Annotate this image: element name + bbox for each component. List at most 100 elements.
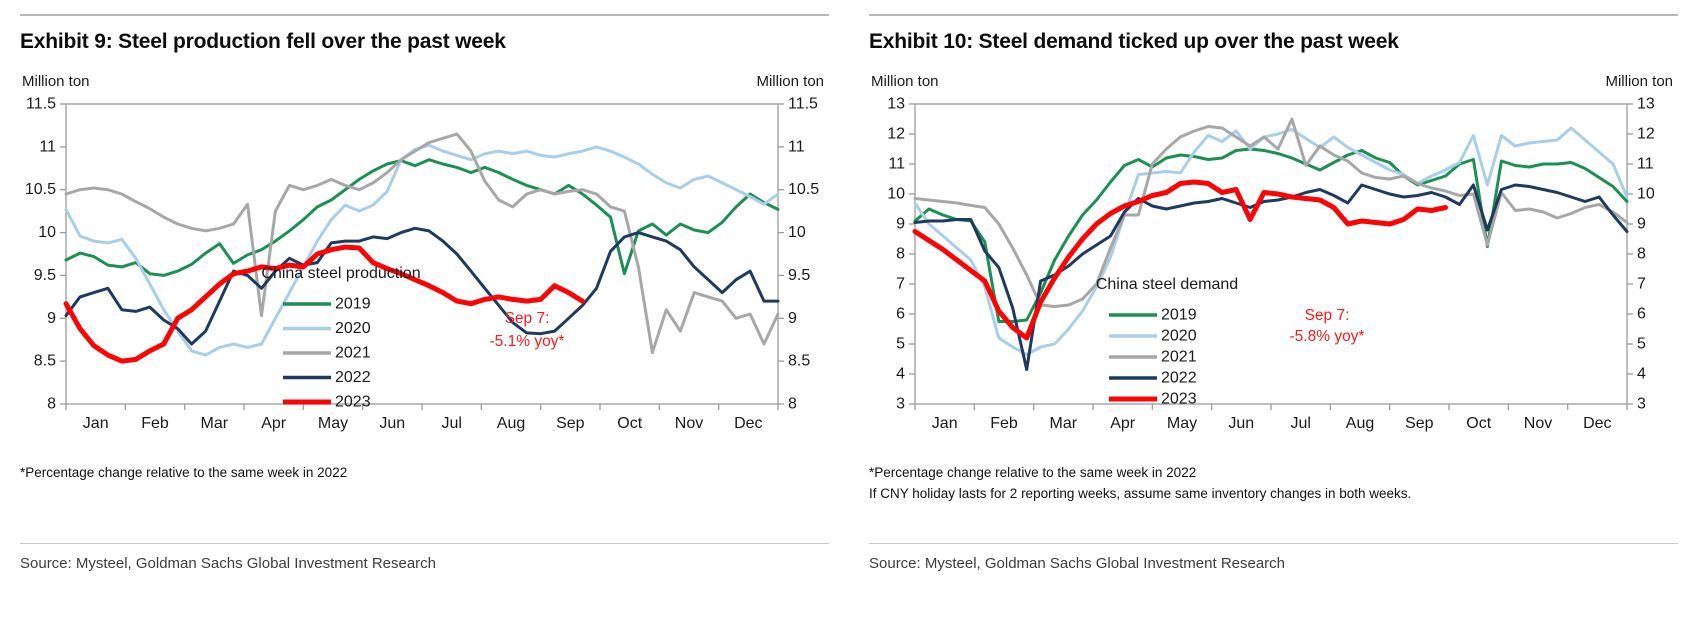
svg-text:9.5: 9.5	[34, 267, 56, 284]
svg-text:6: 6	[1637, 306, 1646, 323]
x-axis-ticks: Jan Feb Mar Apr May Jun Jul Aug Sep Oct Nov Dec	[914, 404, 1628, 432]
svg-text:10: 10	[1637, 186, 1655, 203]
x-axis-ticks: Jan Feb Mar Apr May Jun Jul Aug Sep Oct Nov Dec	[65, 404, 779, 432]
svg-text:8.5: 8.5	[788, 353, 810, 370]
svg-text:8: 8	[896, 246, 905, 263]
svg-text:Aug: Aug	[1346, 415, 1374, 432]
legend-label-2022: 2022	[335, 369, 371, 386]
svg-text:12: 12	[1637, 126, 1655, 143]
exhibit-9-bottom: Source: Mysteel, Goldman Sachs Global In…	[20, 543, 829, 572]
exhibit-9-panel: Exhibit 9: Steel production fell over th…	[20, 14, 829, 572]
svg-text:9: 9	[1637, 216, 1646, 233]
svg-text:5: 5	[896, 336, 905, 353]
svg-text:Jan: Jan	[932, 415, 958, 432]
source-text: Source: Mysteel, Goldman Sachs Global In…	[20, 555, 437, 572]
panel-top-rule	[20, 14, 829, 16]
exhibit-10-title: Exhibit 10: Steel demand ticked up over …	[869, 30, 1399, 53]
legend-label-2021: 2021	[1161, 349, 1197, 366]
svg-text:8: 8	[47, 396, 56, 413]
panel-top-rule	[869, 14, 1678, 16]
svg-text:Nov: Nov	[675, 415, 703, 432]
svg-text:11: 11	[888, 156, 905, 173]
svg-text:Sep 7:: Sep 7:	[505, 310, 550, 327]
y-axis-ticks: 8 8 8.5 8.5 9 9 9.5 9.5 10 10 10.5 10.5 11 11 11.5 11.5	[25, 96, 819, 413]
footnote-line: *Percentage change relative to the same …	[869, 465, 1197, 480]
svg-text:Dec: Dec	[1583, 415, 1611, 432]
y-axis-unit-right: Million ton	[756, 73, 824, 90]
svg-text:Jun: Jun	[1228, 415, 1254, 432]
svg-text:Jan: Jan	[83, 415, 109, 432]
svg-text:9: 9	[896, 216, 905, 233]
production-chart: Million ton Million ton 8 8 8.5 8.5 9 9 9.5 9.5 10…	[22, 73, 824, 432]
svg-text:9.5: 9.5	[788, 267, 810, 284]
svg-text:May: May	[1167, 415, 1197, 432]
svg-text:13: 13	[1637, 96, 1655, 113]
production-chart-container: Million ton Million ton 8 8 8.5 8.5 9 9 9.5 9.5 10…	[20, 72, 829, 455]
footnote-line: *Percentage change relative to the same …	[20, 465, 348, 480]
svg-text:Sep 7:: Sep 7:	[1305, 307, 1350, 324]
series-2022-line	[64, 226, 780, 346]
svg-text:11: 11	[1637, 156, 1654, 173]
svg-text:10.5: 10.5	[25, 181, 56, 198]
svg-text:12: 12	[887, 126, 905, 143]
yoy-annotation: Sep 7: -5.8% yoy*	[1290, 307, 1365, 345]
svg-text:Jul: Jul	[441, 415, 461, 432]
legend-label-2020: 2020	[1161, 328, 1197, 345]
svg-text:11: 11	[788, 138, 805, 155]
svg-text:7: 7	[1637, 276, 1646, 293]
legend-label-2019: 2019	[335, 296, 371, 313]
svg-text:8: 8	[1637, 246, 1646, 263]
svg-text:10: 10	[887, 186, 905, 203]
svg-text:7: 7	[896, 276, 905, 293]
series-2020-line	[913, 126, 1629, 356]
svg-text:4: 4	[896, 366, 905, 383]
svg-text:Oct: Oct	[617, 415, 642, 432]
plot-border	[914, 103, 1628, 405]
svg-text:8.5: 8.5	[34, 353, 56, 370]
y-axis-unit-left: Million ton	[871, 73, 939, 90]
svg-text:4: 4	[1637, 366, 1646, 383]
svg-text:-5.1% yoy*: -5.1% yoy*	[490, 333, 565, 350]
svg-text:-5.8% yoy*: -5.8% yoy*	[1290, 328, 1365, 345]
legend-label-2023: 2023	[1161, 391, 1197, 408]
legend: China steel demand 2019 2020 2021 2022 2023	[1096, 276, 1238, 408]
svg-text:Dec: Dec	[734, 415, 762, 432]
legend-label-2020: 2020	[335, 320, 371, 337]
svg-text:10.5: 10.5	[788, 181, 819, 198]
series-2023-line	[63, 244, 585, 364]
series-2023-line	[912, 179, 1448, 341]
svg-text:9: 9	[47, 310, 56, 327]
exhibit-9-footnotes: *Percentage change relative to the same …	[20, 463, 829, 484]
plot-border	[65, 103, 779, 405]
svg-text:Jul: Jul	[1290, 415, 1310, 432]
series-2021-line	[913, 117, 1629, 308]
series-2022-line	[913, 183, 1629, 371]
footnote-line: If CNY holiday lasts for 2 reporting wee…	[869, 485, 1412, 501]
svg-text:5: 5	[1637, 336, 1646, 353]
svg-text:8: 8	[788, 396, 797, 413]
svg-text:6: 6	[896, 306, 905, 323]
svg-text:Jun: Jun	[379, 415, 405, 432]
series-2019-line	[913, 147, 1629, 323]
svg-text:Feb: Feb	[141, 415, 169, 432]
svg-text:Feb: Feb	[990, 415, 1018, 432]
series-2019-line	[64, 158, 780, 277]
exhibit-9-title: Exhibit 9: Steel production fell over th…	[20, 30, 506, 53]
svg-text:11.5: 11.5	[26, 96, 56, 113]
svg-text:10: 10	[788, 224, 806, 241]
svg-text:9: 9	[788, 310, 797, 327]
series-2021-line	[64, 132, 780, 355]
exhibit-10-panel: Exhibit 10: Steel demand ticked up over …	[849, 0, 1698, 633]
svg-text:11.5: 11.5	[788, 96, 818, 113]
svg-text:Apr: Apr	[1110, 415, 1136, 432]
exhibit-10-bottom: Source: Mysteel, Goldman Sachs Global In…	[869, 543, 1678, 572]
legend-label-2019: 2019	[1161, 307, 1197, 324]
y-axis-unit-right: Million ton	[1605, 73, 1673, 90]
svg-text:Nov: Nov	[1524, 415, 1552, 432]
legend-title: China steel production	[261, 265, 420, 282]
exhibit-10-footnotes: *Percentage change relative to the same …	[869, 463, 1678, 505]
svg-text:Oct: Oct	[1466, 415, 1491, 432]
legend-title: China steel demand	[1096, 276, 1238, 293]
svg-text:Mar: Mar	[201, 415, 229, 432]
svg-text:Sep: Sep	[1405, 415, 1434, 432]
